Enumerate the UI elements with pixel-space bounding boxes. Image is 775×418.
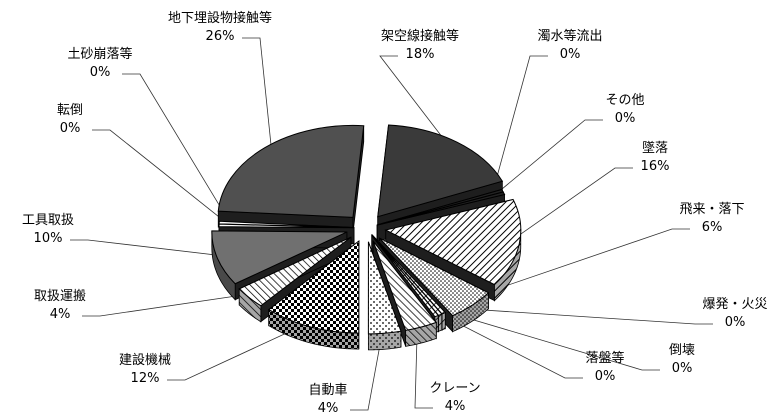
pie-slices [211,124,522,351]
pie-slice-15 [217,124,365,234]
leader-line-14 [122,73,231,224]
leader-line-10 [167,319,315,381]
slice-label-13: 転倒 [57,103,83,118]
leader-line-0 [379,55,452,149]
slice-label-15: 地下埋設物接触等 [168,10,272,26]
slice-label-1: 濁水等流出 [537,28,602,44]
leader-lines [70,37,713,411]
pie-slice-top-9 [367,241,402,335]
slice-value-label-1: 0% [560,47,581,62]
leader-line-12 [70,239,228,257]
leader-line-4 [464,228,690,301]
slice-label-2: その他 [605,93,644,108]
pie-slice-top-15 [217,124,365,218]
slice-value-label-15: 26% [206,29,235,44]
slice-value-label-3: 16% [641,159,670,174]
slice-labels: 架空線接触等 18% 濁水等流出 0% その他 0% 墜落 16% 飛来・落下 6% 爆発・火災 0%… [22,10,768,416]
pie-slice-top-0 [377,124,504,218]
slice-label-10: 建設機械 [119,352,171,368]
slice-label-0: 架空線接触等 [381,28,459,44]
slice-value-label-4: 6% [702,220,723,235]
pie-slice-top-4 [379,237,490,317]
slice-label-6: 倒壊 [669,343,695,358]
leader-line-15 [242,37,273,154]
leader-line-2 [493,119,603,197]
leader-line-11 [82,292,258,317]
pie-slice-11 [238,236,352,323]
pie-slice-top-7 [371,235,440,318]
pie-slice-top-13 [218,223,355,229]
slice-value-label-5: 0% [725,315,746,330]
slice-label-5: 爆発・火災 [702,297,767,312]
pie-slice-top-10 [267,240,360,334]
leader-line-3 [508,167,633,243]
slice-value-label-9: 4% [318,401,339,416]
slice-value-label-12: 10% [34,231,63,246]
pie-slice-9 [367,241,402,351]
leader-line-7 [431,309,583,379]
pie-slice-top-12 [211,230,348,285]
pie-slice-10 [267,240,360,350]
slice-value-label-6: 0% [672,361,693,376]
slice-value-label-10: 12% [131,371,160,386]
pie-slice-top-2 [377,191,506,226]
slice-value-label-13: 0% [60,121,81,136]
slice-value-label-7: 0% [595,369,616,384]
slice-value-label-0: 18% [406,47,435,62]
leader-line-1 [492,55,548,194]
slice-label-14: 土砂崩落等 [67,46,132,62]
pie-slice-top-3 [384,198,522,286]
leader-line-9 [350,325,384,411]
slice-label-8: クレーン [429,381,480,396]
slice-value-label-8: 4% [445,399,466,414]
slice-label-7: 落盤等 [585,350,624,366]
slice-value-label-2: 0% [615,111,636,126]
pie-slice-top-11 [238,236,352,307]
leader-line-6 [434,307,660,371]
slice-value-label-14: 0% [90,65,111,80]
slice-label-3: 墜落 [642,140,668,156]
slice-label-9: 自動車 [308,383,347,398]
pie-slice-top-8 [372,240,438,331]
slice-value-label-11: 4% [50,307,71,322]
slice-label-11: 取扱運搬 [34,289,86,304]
leader-line-8 [414,320,433,409]
leader-line-13 [92,129,231,226]
pie-slice-8 [372,239,438,347]
slice-label-4: 飛来・落下 [679,202,744,217]
slice-label-12: 工具取扱 [22,213,74,228]
leader-line-5 [437,306,713,325]
